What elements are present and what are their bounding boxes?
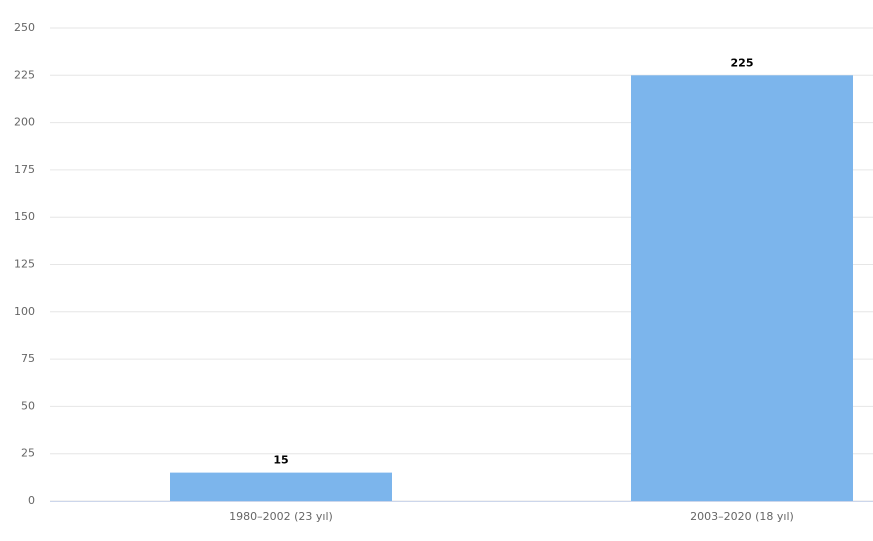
y-tick-label: 225 (14, 68, 35, 81)
x-tick-label: 2003–2020 (18 yıl) (690, 510, 794, 523)
y-tick-label: 100 (14, 305, 35, 318)
bar (631, 75, 853, 502)
x-tick-label: 1980–2002 (23 yıl) (229, 510, 333, 523)
bar (170, 472, 392, 501)
y-tick-label: 250 (14, 21, 35, 34)
y-tick-label: 75 (21, 352, 35, 365)
y-tick-label: 0 (28, 494, 35, 507)
y-tick-label: 200 (14, 116, 35, 129)
data-label: 15 (273, 454, 288, 467)
y-tick-label: 50 (21, 399, 35, 412)
data-label: 225 (731, 56, 754, 69)
y-tick-label: 25 (21, 447, 35, 460)
y-tick-label: 150 (14, 210, 35, 223)
y-tick-label: 125 (14, 258, 35, 271)
y-tick-label: 175 (14, 163, 35, 176)
